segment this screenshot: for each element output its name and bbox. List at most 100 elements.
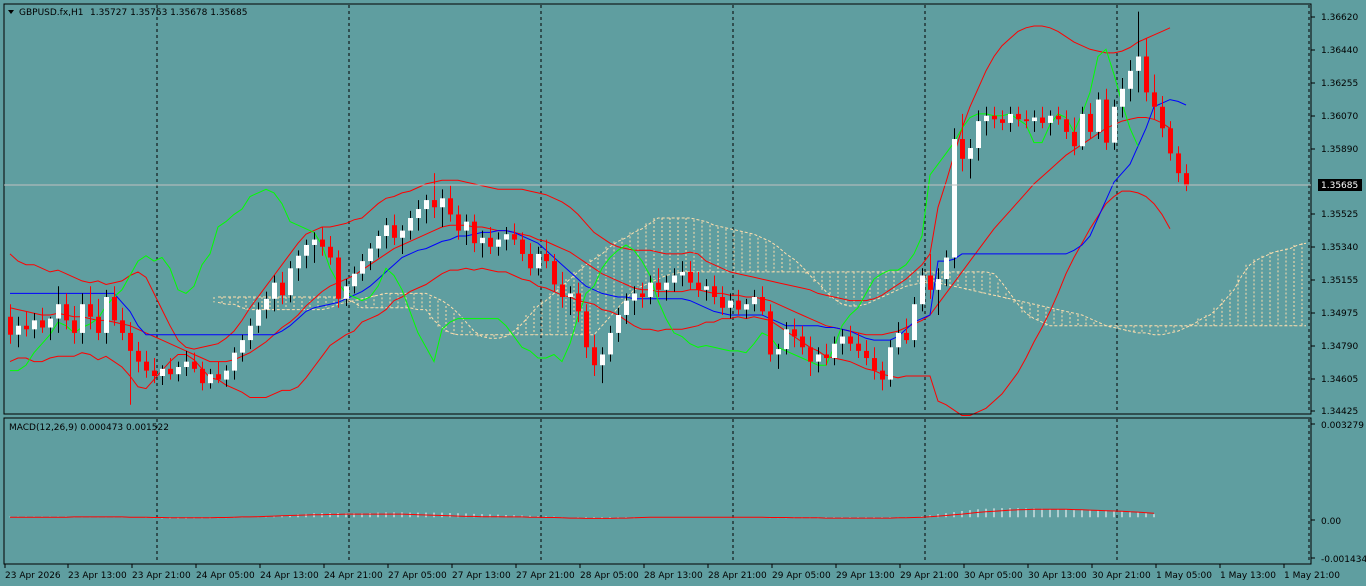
candle [672, 268, 677, 292]
candle-body [888, 347, 893, 380]
candle [360, 253, 365, 281]
candle-body [624, 300, 629, 315]
candle-body [176, 367, 181, 375]
candle-body [632, 293, 637, 301]
candle [488, 227, 493, 254]
candle-body [328, 246, 333, 258]
price-tick-label: 1.34790 [1321, 342, 1358, 352]
candle-body [320, 239, 325, 247]
macd-axis: 0.003279 0.00 -0.001434 [1311, 421, 1366, 565]
candle-body [584, 311, 589, 348]
chikou-span-line [10, 48, 1139, 372]
candle-body [192, 361, 197, 369]
candle [1160, 95, 1165, 138]
candle-body [600, 354, 605, 366]
time-tick-label: 30 Apr 05:00 [964, 571, 1023, 581]
candle [440, 189, 445, 228]
candle-body [144, 361, 149, 371]
candle [952, 128, 957, 269]
time-tick-label: 30 Apr 21:00 [1092, 571, 1151, 581]
ichimoku-cloud [213, 217, 1307, 339]
candle-body [248, 325, 253, 341]
candle-body [880, 370, 885, 380]
candle-body [1016, 113, 1021, 120]
candle-body [768, 311, 773, 355]
price-tick: 1.35525 [1311, 210, 1358, 220]
candle [32, 313, 37, 339]
candle [64, 293, 69, 330]
candle [1064, 110, 1069, 140]
candle [704, 279, 709, 301]
candle-body [696, 282, 701, 290]
time-tick-label: 30 Apr 13:00 [1028, 571, 1087, 581]
candle [368, 243, 373, 271]
candle-body [344, 286, 349, 299]
candle-body [464, 221, 469, 231]
candle [312, 232, 317, 263]
time-tick: 27 Apr 05:00 [387, 564, 447, 581]
candle-body [88, 304, 93, 317]
candle [1112, 99, 1117, 150]
candle-body [72, 320, 77, 333]
candle-body [96, 316, 101, 333]
time-tick: 29 Apr 05:00 [771, 564, 831, 581]
time-tick-label: 29 Apr 21:00 [900, 571, 959, 581]
candle [96, 298, 101, 341]
candle [888, 340, 893, 387]
candle-body [224, 370, 229, 380]
time-tick-label: 28 Apr 13:00 [644, 571, 703, 581]
senkou-span-b-line [218, 271, 1306, 336]
candle [296, 250, 301, 281]
candle-body [824, 354, 829, 359]
candle [1088, 103, 1093, 140]
candle [848, 325, 853, 351]
candle-body [1168, 128, 1173, 154]
candle [792, 318, 797, 348]
candle-body [480, 237, 485, 244]
candle-body [304, 244, 309, 256]
candle [576, 282, 581, 323]
price-tick-label: 1.35890 [1321, 145, 1358, 155]
candle-body [80, 304, 85, 333]
candle-body [120, 320, 125, 333]
time-tick-label: 24 Apr 05:00 [196, 571, 255, 581]
time-tick: 23 Apr 21:00 [131, 564, 191, 581]
candle [992, 106, 997, 129]
candle-body [1000, 119, 1005, 123]
candle [280, 271, 285, 305]
time-axis[interactable]: 23 Apr 2026 23 Apr 13:00 23 Apr 21:00 24… [4, 564, 1340, 581]
candle [1096, 92, 1101, 140]
candle-body [1136, 56, 1141, 71]
candle [272, 275, 277, 312]
candle [472, 214, 477, 253]
candle-body [792, 329, 797, 337]
candle-body [968, 148, 973, 159]
candle [752, 289, 757, 312]
candle [240, 334, 245, 362]
candle [872, 347, 877, 380]
chart-menu-icon[interactable] [8, 10, 14, 14]
candle-body [56, 304, 61, 319]
candle [512, 223, 517, 245]
candle-body [280, 282, 285, 296]
candle [216, 361, 221, 384]
candle [864, 340, 869, 366]
candle [688, 261, 693, 290]
candle [568, 286, 573, 315]
candle-body [136, 350, 141, 362]
candle-body [560, 284, 565, 298]
candle [1080, 106, 1085, 150]
candle-body [1144, 56, 1149, 93]
time-tick: 28 Apr 05:00 [579, 564, 639, 581]
candle [680, 261, 685, 287]
candle [152, 358, 157, 384]
candle-body [760, 297, 765, 312]
price-axis[interactable]: 1.36620 1.36440 1.36255 1.36070 1.35890 … [1311, 13, 1358, 417]
candle [208, 368, 213, 389]
candle-body [1072, 131, 1077, 147]
candle [416, 200, 421, 231]
candle [328, 235, 333, 265]
candle [1152, 74, 1157, 120]
